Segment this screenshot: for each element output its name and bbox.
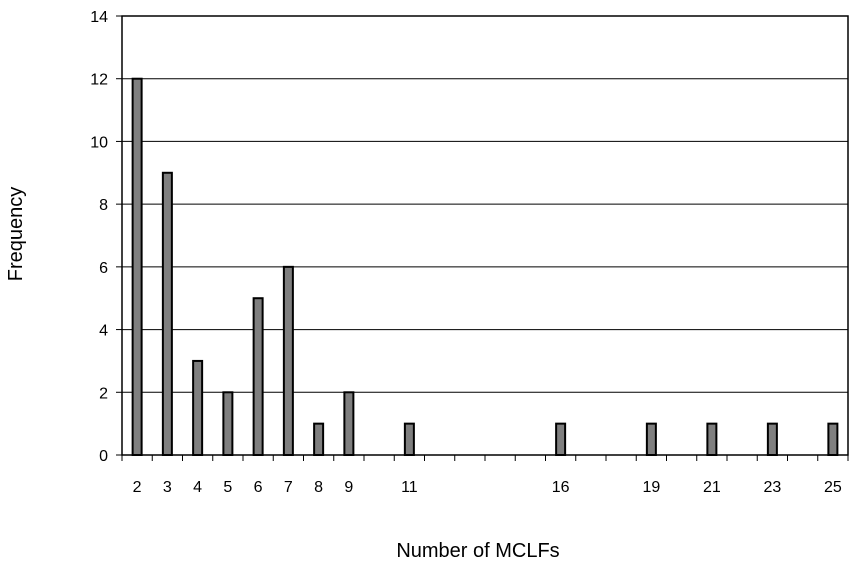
x-tick-label: 6 [254, 479, 263, 496]
y-tick-label: 6 [99, 260, 108, 277]
plot-frame [121, 15, 849, 456]
y-tick-label: 2 [99, 385, 108, 402]
bar-11 [403, 422, 415, 456]
bar-16 [555, 422, 567, 456]
x-tick-label: 23 [763, 479, 781, 496]
bar-8 [313, 422, 325, 456]
y-tick-label: 14 [90, 9, 108, 26]
x-tick-label: 19 [642, 479, 660, 496]
gridlines [122, 15, 848, 393]
bar-6 [252, 297, 264, 457]
bar-3 [161, 171, 173, 457]
axes [116, 15, 849, 461]
x-tick-label: 7 [284, 479, 293, 496]
x-tick-label: 11 [401, 479, 418, 496]
x-tick-label: 9 [344, 479, 353, 496]
bar-2 [131, 77, 143, 456]
y-tick-label: 4 [99, 323, 108, 340]
y-tick-label: 0 [99, 448, 108, 465]
x-tick-label: 5 [223, 479, 232, 496]
bar-7 [282, 265, 294, 456]
bar-21 [706, 422, 718, 456]
x-tick-label: 25 [824, 479, 842, 496]
y-axis-label: Frequency [5, 187, 27, 282]
y-tick-label: 12 [90, 72, 108, 89]
y-tick-label: 8 [99, 197, 108, 214]
y-tick-labels: 0 2 4 6 8 10 12 14 [90, 9, 108, 465]
x-tick-label: 2 [133, 479, 142, 496]
y-tick-label: 10 [90, 134, 108, 151]
x-tick-labels: 2 3 4 5 6 7 8 9 11 16 19 21 23 25 [133, 479, 842, 496]
x-axis-label: Number of MCLFs [396, 540, 559, 562]
x-tick-label: 8 [314, 479, 323, 496]
bar-25 [827, 422, 839, 456]
x-tick-label: 16 [552, 479, 570, 496]
x-tick-label: 21 [703, 479, 721, 496]
x-tick-label: 3 [163, 479, 172, 496]
bar-5 [222, 391, 234, 456]
bar-4 [192, 359, 204, 456]
bar-9 [343, 391, 355, 456]
bar-19 [645, 422, 657, 456]
bar-23 [766, 422, 778, 456]
x-tick-label: 4 [193, 479, 202, 496]
